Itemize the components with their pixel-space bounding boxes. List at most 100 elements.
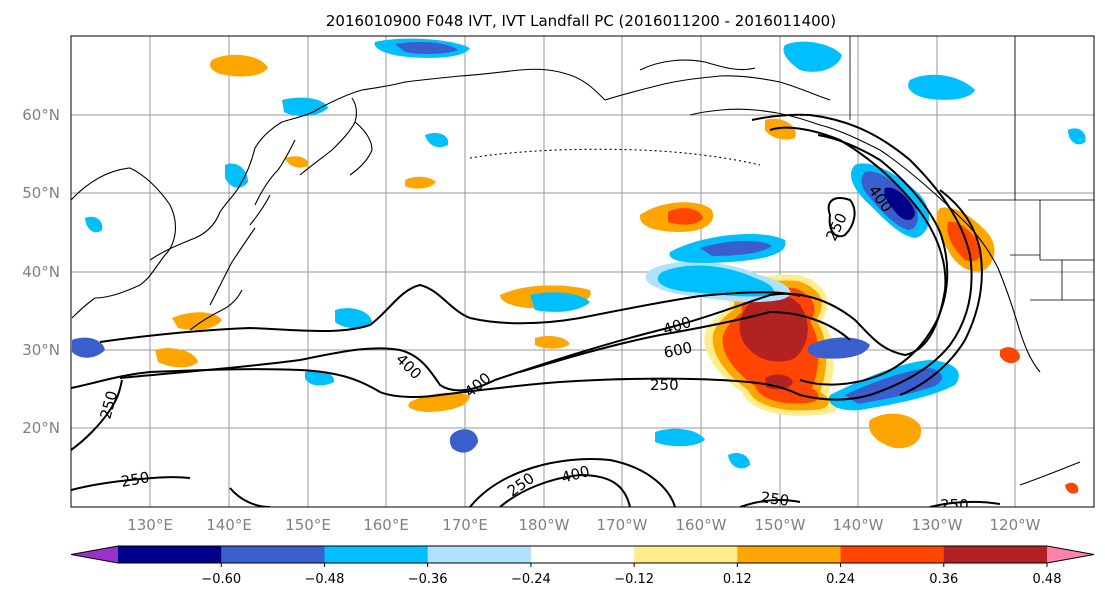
warm-anomaly-patch-10 [1065,482,1079,494]
colorbar-outline [70,545,1095,564]
cool-anomaly-patch-8 [1068,128,1086,145]
contour-250-se-2 [929,500,1001,507]
map-panel: 400 600 250 400 400 400 250 250 250 250 … [70,35,1095,514]
warm-anomaly-patch-12 [535,336,570,349]
warm-anomaly-patch-4 [868,413,922,449]
colorbar-segment [840,546,945,563]
contour-label-250: 250 [650,376,679,394]
colorbar-extend-high [1047,546,1094,563]
warm-anomaly-patch-13 [285,156,309,168]
colorbar-tick-label: 0.36 [929,572,958,587]
lon-label: 140°E [206,516,252,534]
cool-anomaly-patch-2 [282,97,328,117]
colorbar-extend-low [71,546,118,563]
contour-250-west [71,379,123,451]
contour-400-loop-2 [799,134,949,386]
contour-250-south [71,368,801,398]
warm-anomaly-patch-7 [155,348,198,368]
alaska-north [639,59,756,71]
contour-400-south-loop [499,473,631,507]
colorbar-tick-label: 0.24 [826,572,855,587]
lat-label: 50°N [22,184,60,202]
colorbar-tick-label: −0.48 [305,572,345,587]
contour-label-250: 250 [120,468,151,491]
cool-anomaly-patch-5 [530,292,590,312]
longitude-labels: 130°E 140°E 150°E 160°E 170°E 180°W 170°… [127,516,1040,534]
colorbar-segment [943,546,1048,563]
chukotka [604,75,831,101]
cool-anomaly-band-2-dark [700,240,772,256]
lon-label: 170°W [597,516,648,534]
warm-anomaly-patch-9 [1000,347,1020,364]
cool-anomaly-patch-10 [655,428,705,447]
coastlines [71,59,1081,486]
contour-400-south [119,294,771,392]
colorbar-segment [427,546,532,563]
colorbar-segment [324,546,429,563]
warm-anomaly-coast-red [947,221,982,262]
ivt-contours [71,113,1001,507]
cool-anomaly-patch-9 [425,133,449,148]
asia-coast [71,167,176,299]
colorbar-ticks: −0.60 −0.48 −0.36 −0.24 −0.12 0.12 0.24 0.36 0.4… [201,563,1062,587]
colorbar-tick-label: −0.60 [201,572,241,587]
sakhalin [254,139,296,206]
negative-pc-shading [72,38,1086,469]
na-west-coast [879,149,1041,373]
contour-400-north [99,283,801,343]
kamchatka-west [299,97,357,176]
lon-label: 130°E [127,516,173,534]
lat-label: 60°N [22,106,60,124]
political-borders [849,36,1094,301]
warm-anomaly-patch-11 [405,176,436,189]
asia-coast-south [71,297,96,319]
lat-label: 20°N [22,419,60,437]
map-frame [70,35,1095,508]
lon-label: 150°W [755,516,806,534]
contour-600 [519,311,771,373]
cool-anomaly-patch-4 [449,429,478,453]
contour-250-sw [71,476,191,491]
cool-anomaly-patch [807,337,870,359]
warm-anomaly-patch-8 [765,118,796,140]
contour-label-250: 250 [940,496,969,514]
aleutian-arc [469,148,761,166]
contour-label-250: 250 [759,488,790,510]
contour-250-outer [899,189,983,396]
map-title: 2016010900 F048 IVT, IVT Landfall PC (20… [326,12,836,30]
state-border-1 [1039,200,1094,261]
colorbar-segment [634,546,738,563]
contour-250-south-loop [469,458,676,507]
lon-label: 160°W [676,516,727,534]
siberia-coast [239,68,606,186]
cool-anomaly-band-blue [657,265,774,297]
colorbar-segment [221,546,325,563]
lon-label: 140°W [833,516,884,534]
contour-600-inner [769,311,851,341]
hokkaido [249,194,271,226]
contour-250-se [739,498,801,507]
colorbar-tick-label: −0.12 [614,572,654,587]
contour-250-small-loop [827,197,856,238]
latitude-labels: 60°N 50°N 40°N 30°N 20°N [22,106,60,437]
colorbar-tick-label: 0.48 [1033,572,1062,587]
lon-label: 120°W [990,516,1041,534]
colorbar-tick-label: −0.36 [408,572,448,587]
warm-anomaly-patch-5 [210,54,268,77]
cool-anomaly-north [908,74,975,100]
lon-label: 130°W [912,516,963,534]
cool-anomaly-patch-12 [305,370,335,386]
colorbar-segment [530,546,635,563]
lon-label: 160°E [363,516,409,534]
lon-label: 150°E [285,516,331,534]
colorbar-segment [737,546,842,563]
kamchatka-east [349,121,373,176]
japan-south [189,289,243,331]
colorbar-segment [118,546,222,563]
colorbar-tick-label: −0.24 [511,572,551,587]
lat-label: 40°N [22,263,60,281]
colorbar-segments [70,545,1095,564]
cool-anomaly-patch-11 [728,453,750,469]
contour-250-loop [751,113,973,401]
